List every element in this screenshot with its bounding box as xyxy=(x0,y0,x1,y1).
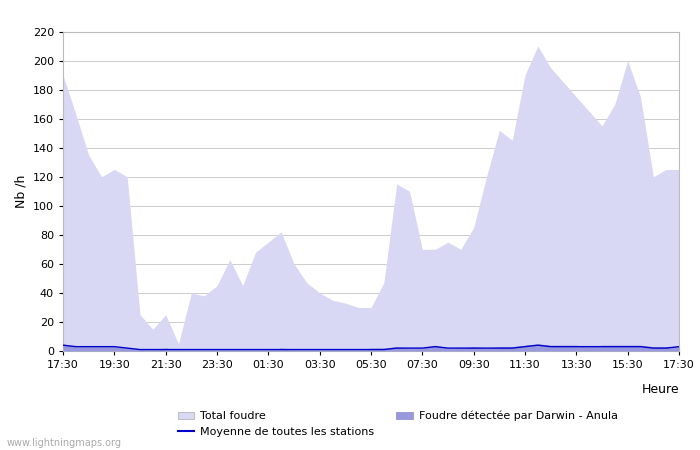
Legend: Total foudre, Moyenne de toutes les stations, Foudre détectée par Darwin - Anula: Total foudre, Moyenne de toutes les stat… xyxy=(174,406,622,441)
Text: www.lightningmaps.org: www.lightningmaps.org xyxy=(7,438,122,448)
Y-axis label: Nb /h: Nb /h xyxy=(14,175,27,208)
Text: Heure: Heure xyxy=(641,383,679,396)
